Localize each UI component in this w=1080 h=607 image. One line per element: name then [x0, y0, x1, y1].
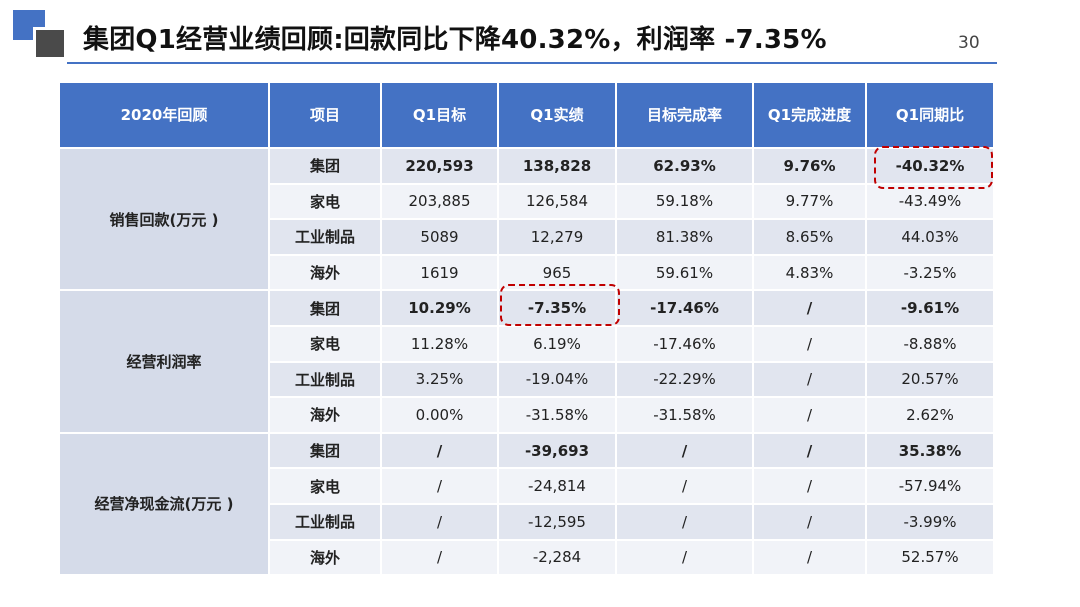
header-cell-q1-actual: Q1实绩: [497, 81, 617, 149]
cell-yoy: -8.88%: [865, 324, 995, 363]
cell-yoy: -43.49%: [865, 182, 995, 221]
row-item: 工业制品: [268, 360, 382, 399]
cell-completion-rate: 59.18%: [615, 182, 754, 221]
cell-completion-rate: -31.58%: [615, 396, 754, 434]
header-cell-q1-progress: Q1完成进度: [752, 81, 867, 149]
row-item: 海外: [268, 253, 382, 292]
table-row: 工业制品 / -12,595 / / -3.99%: [59, 502, 995, 541]
header-row: 2020年回顾 项目 Q1目标 Q1实绩 目标完成率 Q1完成进度 Q1同期比: [58, 81, 995, 149]
table-row: 家电 / -24,814 / / -57.94%: [59, 467, 995, 505]
cell-progress: /: [752, 467, 867, 505]
table-row: 海外 / -2,284 / / 52.57%: [59, 538, 995, 577]
cell-q1-actual: 6.19%: [497, 324, 617, 363]
cell-yoy: 35.38%: [865, 431, 995, 470]
table-row: 海外 0.00% -31.58% -31.58% / 2.62%: [59, 396, 995, 434]
cell-completion-rate: 59.61%: [615, 253, 754, 292]
cell-q1-actual: -2,284: [497, 538, 617, 577]
header-cell-item: 项目: [268, 81, 382, 149]
header-cell-target-completion: 目标完成率: [615, 81, 754, 149]
cell-q1-target: 10.29%: [380, 289, 499, 327]
cell-yoy: -3.25%: [865, 253, 995, 292]
cell-yoy: 2.62%: [865, 396, 995, 434]
cell-q1-actual: -31.58%: [497, 396, 617, 434]
group-label-operating-cash-flow: 经营净现金流(万元 ): [58, 431, 270, 577]
row-item: 海外: [268, 396, 382, 434]
cell-q1-target: 11.28%: [380, 324, 499, 363]
cell-completion-rate: /: [615, 467, 754, 505]
cell-q1-actual: 126,584: [497, 182, 617, 221]
cell-q1-actual: -19.04%: [497, 360, 617, 399]
cell-q1-target: 0.00%: [380, 396, 499, 434]
cell-q1-target: 1619: [380, 253, 499, 292]
cell-yoy: -9.61%: [865, 289, 995, 327]
cell-progress: /: [752, 396, 867, 434]
table-row: 工业制品 3.25% -19.04% -22.29% / 20.57%: [59, 360, 995, 399]
cell-completion-rate: /: [615, 502, 754, 541]
cell-completion-rate: /: [615, 431, 754, 470]
cell-progress: /: [752, 538, 867, 577]
row-item: 集团: [268, 289, 382, 327]
row-item: 家电: [268, 182, 382, 221]
group-label-operating-margin: 经营利润率: [58, 289, 270, 434]
cell-q1-target: /: [380, 538, 499, 577]
header-cell-q1-target: Q1目标: [380, 81, 499, 149]
table-row: 家电 203,885 126,584 59.18% 9.77% -43.49%: [59, 182, 995, 221]
cell-yoy: 20.57%: [865, 360, 995, 399]
row-item: 工业制品: [268, 218, 382, 256]
row-item: 家电: [268, 324, 382, 363]
cell-yoy: -3.99%: [865, 502, 995, 541]
cell-q1-actual: 138,828: [497, 147, 617, 185]
cell-progress: /: [752, 502, 867, 541]
page-number: 30: [958, 33, 980, 53]
cell-q1-target: 3.25%: [380, 360, 499, 399]
cell-progress: 9.76%: [752, 147, 867, 185]
header-cell-review-year: 2020年回顾: [58, 81, 270, 149]
cell-completion-rate: -17.46%: [615, 289, 754, 327]
cell-yoy: 44.03%: [865, 218, 995, 256]
cell-progress: 9.77%: [752, 182, 867, 221]
logo-gray-square: [33, 27, 64, 57]
cell-q1-actual: -39,693: [497, 431, 617, 470]
group-label-sales-collection: 销售回款(万元 ): [58, 146, 270, 292]
row-item: 海外: [268, 538, 382, 577]
row-item: 家电: [268, 467, 382, 505]
cell-progress: /: [752, 324, 867, 363]
cell-completion-rate: 81.38%: [615, 218, 754, 256]
highlight-box-margin-actual: [500, 284, 620, 326]
cell-yoy: -57.94%: [865, 467, 995, 505]
cell-yoy: -40.32%: [865, 147, 995, 185]
cell-progress: 4.83%: [752, 253, 867, 292]
cell-q1-target: /: [380, 502, 499, 541]
cell-completion-rate: /: [615, 538, 754, 577]
row-item: 集团: [268, 147, 382, 185]
cell-yoy: 52.57%: [865, 538, 995, 577]
cell-progress: /: [752, 289, 867, 327]
cell-q1-target: /: [380, 431, 499, 470]
table-row: 经营净现金流(万元 ) 集团 / -39,693 / / 35.38%: [58, 431, 995, 577]
header-cell-q1-yoy: Q1同期比: [865, 81, 995, 149]
cell-completion-rate: -17.46%: [615, 324, 754, 363]
performance-table: 2020年回顾 项目 Q1目标 Q1实绩 目标完成率 Q1完成进度 Q1同期比 …: [58, 81, 995, 577]
cell-progress: /: [752, 360, 867, 399]
slide-title: 集团Q1经营业绩回顾:回款同比下降40.32%，利润率 -7.35%: [83, 25, 827, 55]
cell-progress: 8.65%: [752, 218, 867, 256]
cell-q1-actual: -24,814: [497, 467, 617, 505]
table-row: 家电 11.28% 6.19% -17.46% / -8.88%: [59, 324, 995, 363]
cell-completion-rate: -22.29%: [615, 360, 754, 399]
cell-q1-actual: 12,279: [497, 218, 617, 256]
highlight-box-yoy-collection: [874, 146, 993, 189]
cell-q1-target: 5089: [380, 218, 499, 256]
table-row: 经营利润率 集团 10.29% -7.35% -17.46% / -9.61%: [58, 289, 995, 434]
cell-progress: /: [752, 431, 867, 470]
table-row: 工业制品 5089 12,279 81.38% 8.65% 44.03%: [59, 218, 995, 256]
cell-q1-target: 203,885: [380, 182, 499, 221]
row-item: 工业制品: [268, 502, 382, 541]
title-divider: [67, 62, 997, 64]
table-row: 销售回款(万元 ) 集团 220,593 138,828 62.93% 9.76…: [58, 146, 995, 292]
cell-completion-rate: 62.93%: [615, 147, 754, 185]
cell-q1-actual: -12,595: [497, 502, 617, 541]
cell-q1-target: /: [380, 467, 499, 505]
cell-q1-target: 220,593: [380, 147, 499, 185]
row-item: 集团: [268, 431, 382, 470]
